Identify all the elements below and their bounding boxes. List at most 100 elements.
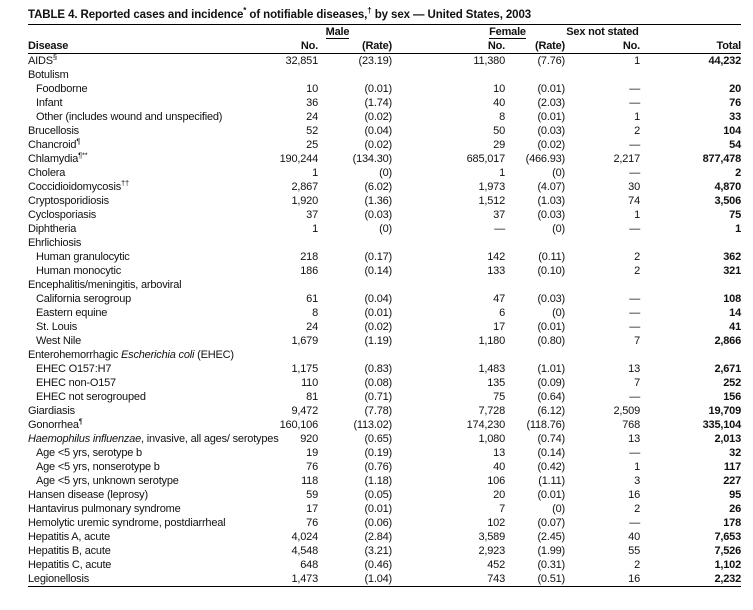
- disease-cell: EHEC non-O157: [28, 376, 273, 390]
- disease-group-row: Encephalitis/meningitis, arboviral: [28, 278, 741, 292]
- male-no-cell: 9,472: [291, 405, 318, 417]
- disease-group-row: Ehrlichiosis: [28, 236, 741, 250]
- female-no-cell: 135: [487, 377, 505, 389]
- sex-not-stated-no-cell: 13: [628, 363, 640, 375]
- female-no-cell: 1,180: [478, 335, 505, 347]
- female-no-cell: [392, 236, 505, 250]
- sex-not-stated-no-cell: [565, 348, 640, 362]
- disease-group-row: Botulism: [28, 68, 741, 82]
- male-no-cell: 190,244: [279, 153, 319, 165]
- total-cell: 156: [723, 391, 741, 403]
- table-row: Human monocytic 186 (0.14) 133 (0.10) 2 321: [28, 264, 741, 278]
- table-row: St. Louis 24 (0.02) 17 (0.01) — 41: [28, 320, 741, 334]
- sex-not-stated-no-cell: 2,509: [613, 405, 640, 417]
- male-group-label: Male: [325, 26, 350, 39]
- total-cell: 335,104: [702, 419, 742, 431]
- total-cell: 2,671: [714, 363, 741, 375]
- male-rate-cell: (1.36): [364, 195, 392, 207]
- sex-not-stated-no-cell: —: [629, 293, 640, 305]
- total-cell: 7,653: [714, 531, 741, 543]
- disease-cell: Age <5 yrs, serotype b: [28, 446, 273, 460]
- total-cell: 14: [729, 307, 741, 319]
- group-header-spacer: [640, 25, 741, 39]
- male-rate-cell: (2.84): [364, 531, 392, 543]
- female-no-cell: 174,230: [466, 419, 506, 431]
- disease-cell: Human granulocytic: [28, 250, 273, 264]
- disease-cell: Infant: [28, 96, 273, 110]
- male-rate-cell: (0.06): [364, 517, 392, 529]
- total-cell: 1,102: [714, 559, 741, 571]
- female-no-cell: 50: [493, 125, 505, 137]
- female-rate-cell: [505, 348, 565, 362]
- total-cell: 108: [723, 293, 741, 305]
- table-row: Other (includes wound and unspecified) 24…: [28, 110, 741, 124]
- sex-not-stated-no-cell: 2: [634, 559, 640, 571]
- table-header: Male Female Sex not stated Disease No. (…: [28, 25, 741, 54]
- total-cell: 54: [729, 139, 741, 151]
- female-rate-cell: (0): [552, 307, 565, 319]
- disease-cell: EHEC not serogrouped: [28, 390, 273, 404]
- table-row: Chlamydia¶** 190,244 (134.30) 685,017 (466.9…: [28, 151, 741, 166]
- disease-cell: St. Louis: [28, 320, 273, 334]
- male-rate-cell: (0.04): [364, 125, 392, 137]
- female-no-cell: 133: [487, 265, 505, 277]
- sex-not-stated-no-cell: [565, 236, 640, 250]
- footnote-marker: ¶: [78, 416, 83, 426]
- sex-not-stated-no-cell: —: [629, 83, 640, 95]
- sex-not-stated-no-cell: —: [629, 223, 640, 235]
- disease-cell: Encephalitis/meningitis, arboviral: [28, 278, 273, 292]
- female-no-cell: 8: [499, 111, 505, 123]
- sex-not-stated-no-cell: —: [629, 447, 640, 459]
- disease-label: Human granulocytic: [36, 251, 130, 263]
- disease-label: Hepatitis C, acute: [28, 559, 112, 571]
- sex-not-stated-group-header: Sex not stated: [566, 26, 639, 38]
- female-rate-cell: (0.07): [537, 517, 565, 529]
- male-no-cell: 110: [301, 377, 318, 389]
- female-rate-cell: (0.01): [537, 111, 565, 123]
- female-no-cell: 47: [493, 293, 505, 305]
- male-no-cell: 160,106: [279, 419, 319, 431]
- female-rate-cell: [505, 278, 565, 292]
- sex-not-stated-no-cell: —: [629, 97, 640, 109]
- male-no-cell: 36: [306, 97, 318, 109]
- disease-cell: Cryptosporidiosis: [28, 194, 273, 208]
- table-row: Hepatitis A, acute 4,024 (2.84) 3,589 (2.45)…: [28, 530, 741, 544]
- sex-not-stated-no-cell: 2: [634, 503, 640, 515]
- female-no-cell: 40: [493, 461, 505, 473]
- male-no-cell: 24: [306, 111, 318, 123]
- sex-not-stated-no-cell: 1: [634, 111, 640, 123]
- female-rate-cell: (0.42): [537, 461, 565, 473]
- disease-cell: Human monocytic: [28, 264, 273, 278]
- disease-label: Human monocytic: [36, 265, 122, 277]
- female-rate-cell: (0.01): [537, 321, 565, 333]
- female-rate-cell: (0.01): [537, 489, 565, 501]
- table-row: Giardiasis 9,472 (7.78) 7,728 (6.12) 2,509 19,…: [28, 404, 741, 418]
- female-group-header: Female: [392, 25, 565, 39]
- table-row: Hepatitis B, acute 4,548 (3.21) 2,923 (1.99)…: [28, 544, 741, 558]
- disease-label: Giardiasis: [28, 405, 75, 417]
- disease-cell: Gonorrhea¶: [28, 416, 273, 432]
- female-rate-cell: (0.31): [537, 559, 565, 571]
- table-row: Eastern equine 8 (0.01) 6 (0) — 14: [28, 306, 741, 320]
- female-rate-cell: (0.03): [537, 209, 565, 221]
- female-no-cell: 75: [493, 391, 505, 403]
- total-cell: [640, 68, 741, 82]
- disease-label: Foodborne: [36, 83, 88, 95]
- male-rate-cell: (0.01): [364, 307, 392, 319]
- male-rate-cell: (0.17): [364, 251, 392, 263]
- male-rate-cell: (0.02): [364, 111, 392, 123]
- female-no-cell: 102: [487, 517, 505, 529]
- total-cell: 95: [729, 489, 741, 501]
- male-rate-cell: (23.19): [358, 55, 393, 67]
- male-no-cell: 1,679: [291, 335, 318, 347]
- female-rate-cell: (0.74): [537, 433, 565, 445]
- disease-label: Other (includes wound and unspecified): [36, 111, 223, 123]
- disease-label: Hansen disease (leprosy): [28, 489, 148, 501]
- disease-label: Chlamydia: [28, 153, 79, 165]
- disease-group-row: Enterohemorrhagic Escherichia coli (EHEC…: [28, 348, 741, 362]
- sex-not-stated-no-cell: —: [629, 391, 640, 403]
- total-cell: 104: [723, 125, 741, 137]
- total-cell: [640, 348, 741, 362]
- female-no-cell: [392, 68, 505, 82]
- disease-cell: Ehrlichiosis: [28, 236, 273, 250]
